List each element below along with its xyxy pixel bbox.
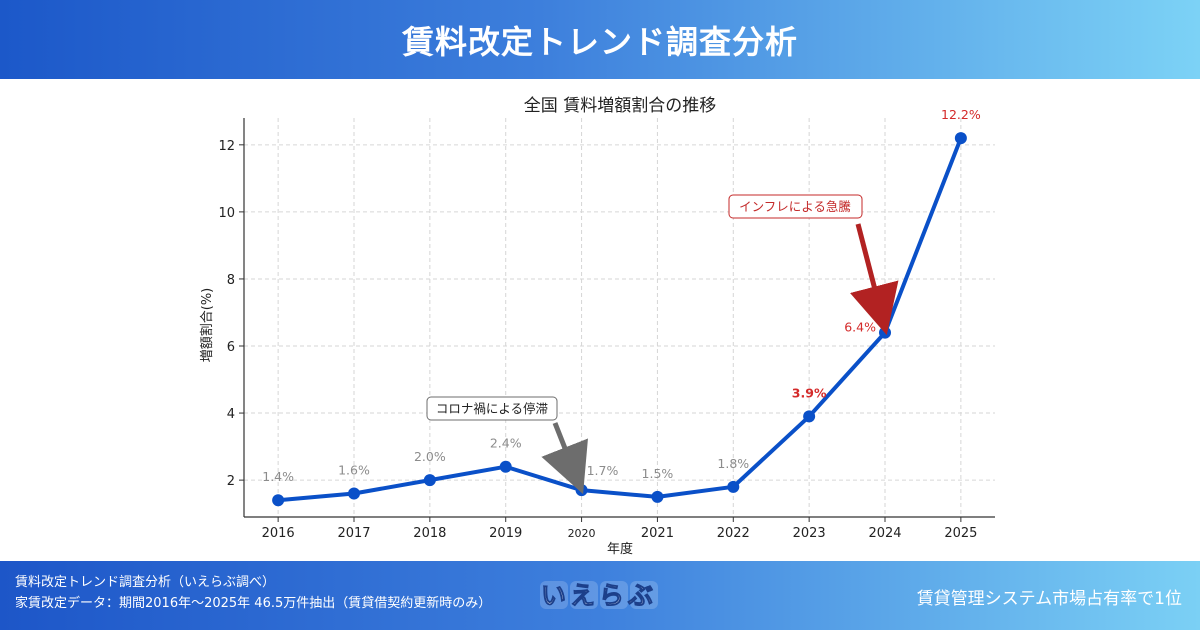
footer-line-2: 家賃改定データ：期間2016年～2025年 46.5万件抽出（賃貸借契約更新時の… [15,596,492,611]
header-bar: 賃料改定トレンド調査分析 [0,0,1200,79]
market-share-text: 賃貸管理システム市場占有率で1位 [916,589,1182,609]
x-tick-label: 2021 [641,526,674,541]
data-label: 3.9% [792,385,827,400]
data-label: 1.5% [642,466,674,481]
data-label: 2.0% [414,449,446,464]
x-tick-label: 2020 [568,527,596,540]
annotation-text-covid: コロナ禍による停滞 [436,401,548,416]
x-tick-label: 2022 [717,526,750,541]
axes: 2 4 6 8 10 12 2016 2017 2018 2019 2020 2021 2022 2023… [218,118,995,541]
footer-bar: 賃料改定トレンド調査分析（いえらぶ調べ） 家賃改定データ：期間2016年～202… [0,561,1200,630]
footer-notes: 賃料改定トレンド調査分析（いえらぶ調べ） 家賃改定データ：期間2016年～202… [15,572,491,614]
chart-title: 全国 賃料増額割合の推移 [524,96,716,116]
y-tick-label: 8 [227,273,235,288]
x-tick-label: 2024 [868,526,901,541]
x-tick-label: 2018 [413,526,446,541]
annotations-group: コロナ禍による停滞 インフレによる急騰 [426,194,899,495]
x-tick-label: 2016 [262,526,295,541]
data-label: 2.4% [490,436,522,451]
data-point [879,326,892,339]
data-point [499,460,512,473]
data-point [272,494,285,507]
data-label: 1.4% [262,469,294,484]
data-point [803,410,816,423]
line-chart: 2 4 6 8 10 12 2016 2017 2018 2019 2020 2021 2022 2023… [199,96,995,557]
annotation-arrow-covid [541,422,588,495]
x-tick-label: 2019 [489,526,522,541]
y-tick-label: 2 [227,474,235,489]
y-axis-label: 増額割合(%) [199,288,215,363]
data-label: 1.8% [717,456,749,471]
x-axis-label: 年度 [607,541,633,557]
y-tick-label: 4 [227,407,235,422]
footer-line-1: 賃料改定トレンド調査分析（いえらぶ調べ） [15,575,276,590]
data-point [954,132,967,145]
y-tick-label: 10 [218,206,235,221]
data-point [575,484,588,497]
x-tick-label: 2023 [793,526,826,541]
y-tick-label: 6 [227,340,235,355]
data-point [651,490,664,503]
data-point [423,474,436,487]
annotation-box-inflation [728,194,863,219]
page-title: 賃料改定トレンド調査分析 [401,22,798,61]
data-label: 1.7% [587,463,619,478]
data-labels-group: 1.4% 1.6% 2.0% 2.4% 1.7% 1.5% 1.8% 3.9% 6.4% 12.2… [262,107,981,484]
logo-text: いえらぶ [541,581,657,610]
annotation-text-inflation: インフレによる急騰 [739,199,851,214]
series-line [276,136,963,503]
data-point [347,487,360,500]
annotation-arrow-inflation [850,223,899,336]
ieraboo-logo: いえらぶ [540,581,658,611]
data-point [727,480,740,493]
data-label: 6.4% [844,320,876,335]
chart-area: 2 4 6 8 10 12 2016 2017 2018 2019 2020 2021 2022 2023… [0,79,1200,561]
data-label: 12.2% [941,107,981,122]
annotation-box-covid [426,396,558,421]
y-tick-label: 12 [218,139,235,154]
x-tick-label: 2017 [337,526,370,541]
data-label: 1.6% [338,463,370,478]
x-tick-label: 2025 [944,526,977,541]
